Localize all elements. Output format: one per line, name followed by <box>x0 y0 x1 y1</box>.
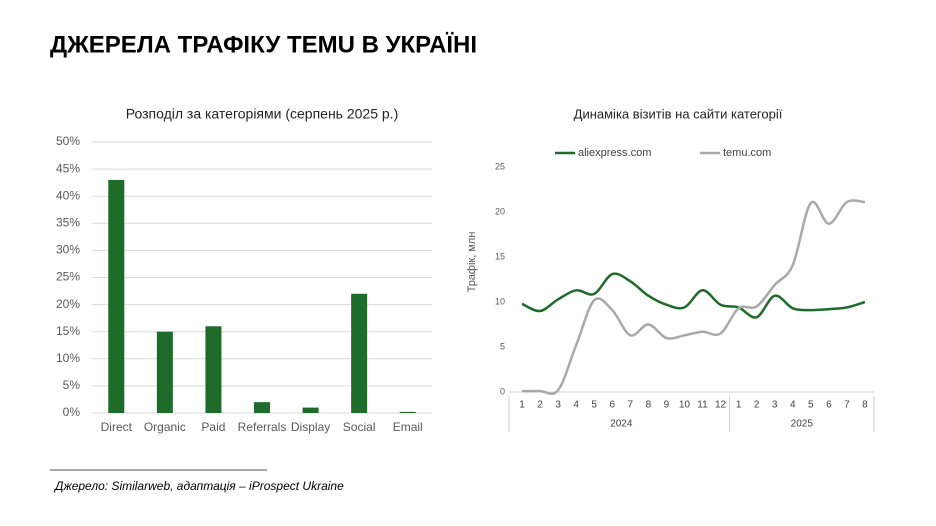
y-axis-label: Трафік, млн <box>466 232 478 293</box>
bar <box>108 179 125 413</box>
legend-label: temu.com <box>723 147 771 159</box>
y-tick-label: 10% <box>56 351 80 365</box>
x-tick-label: 3 <box>555 400 561 411</box>
bar <box>399 411 416 413</box>
x-tick-label: 2 <box>754 400 760 411</box>
x-tick-label: 9 <box>664 400 670 411</box>
x-tick-label: 5 <box>808 400 814 411</box>
y-tick-label: 15% <box>56 324 80 338</box>
y-tick-label: 25% <box>56 270 80 284</box>
x-tick-label: 8 <box>646 400 652 411</box>
legend-label: aliexpress.com <box>578 147 651 159</box>
bar <box>156 331 173 413</box>
y-tick-label: 35% <box>56 215 80 229</box>
x-tick-label: 1 <box>519 400 525 411</box>
y-tick-label: 5 <box>500 341 505 351</box>
y-tick-label: 5% <box>63 378 81 392</box>
x-tick-label: 4 <box>573 400 579 411</box>
bar <box>205 326 222 413</box>
y-tick-label: 20% <box>56 297 80 311</box>
x-tick-label: 3 <box>772 400 778 411</box>
x-tick-label: Email <box>393 420 423 434</box>
bar <box>302 407 319 413</box>
x-tick-label: 7 <box>844 400 850 411</box>
x-tick-label: 5 <box>591 400 597 411</box>
series-line <box>521 199 866 396</box>
x-tick-label: Organic <box>144 420 186 434</box>
x-tick-label: 7 <box>628 400 634 411</box>
y-tick-label: 25 <box>495 161 505 171</box>
x-tick-label: 12 <box>715 400 727 411</box>
chart-title: Динаміка візитів на сайти категорії <box>574 106 783 121</box>
x-group-label: 2024 <box>610 419 633 430</box>
x-tick-label: 11 <box>697 400 708 411</box>
y-tick-label: 45% <box>56 161 80 175</box>
x-group-label: 2025 <box>791 419 814 430</box>
x-tick-label: 2 <box>537 400 543 411</box>
chart-title: Розподіл за категоріями (серпень 2025 р.… <box>126 106 399 122</box>
x-tick-label: 10 <box>679 400 691 411</box>
x-tick-label: 1 <box>736 400 742 411</box>
x-tick-label: Paid <box>201 420 225 434</box>
y-tick-label: 40% <box>56 188 80 202</box>
source-note: Джерело: Similarweb, адаптація – iProspe… <box>53 479 344 493</box>
x-tick-label: 8 <box>862 400 868 411</box>
x-tick-label: 4 <box>790 400 796 411</box>
page-title: ДЖЕРЕЛА ТРАФІКУ TEMU В УКРАЇНІ <box>50 31 477 58</box>
y-tick-label: 30% <box>56 243 80 257</box>
x-tick-label: Social <box>343 420 376 434</box>
y-tick-label: 10 <box>495 296 505 306</box>
x-tick-label: 6 <box>609 400 615 411</box>
bar <box>351 293 368 413</box>
y-tick-label: 0% <box>63 405 81 419</box>
y-tick-label: 0 <box>500 386 505 396</box>
y-tick-label: 15 <box>495 251 505 261</box>
series-line <box>521 272 866 319</box>
x-tick-label: 6 <box>826 400 832 411</box>
x-tick-label: Referrals <box>238 420 287 434</box>
x-tick-label: Direct <box>101 420 133 434</box>
y-tick-label: 20 <box>495 206 505 216</box>
y-tick-label: 50% <box>56 134 80 148</box>
bar <box>254 402 270 413</box>
x-tick-label: Display <box>291 420 330 434</box>
